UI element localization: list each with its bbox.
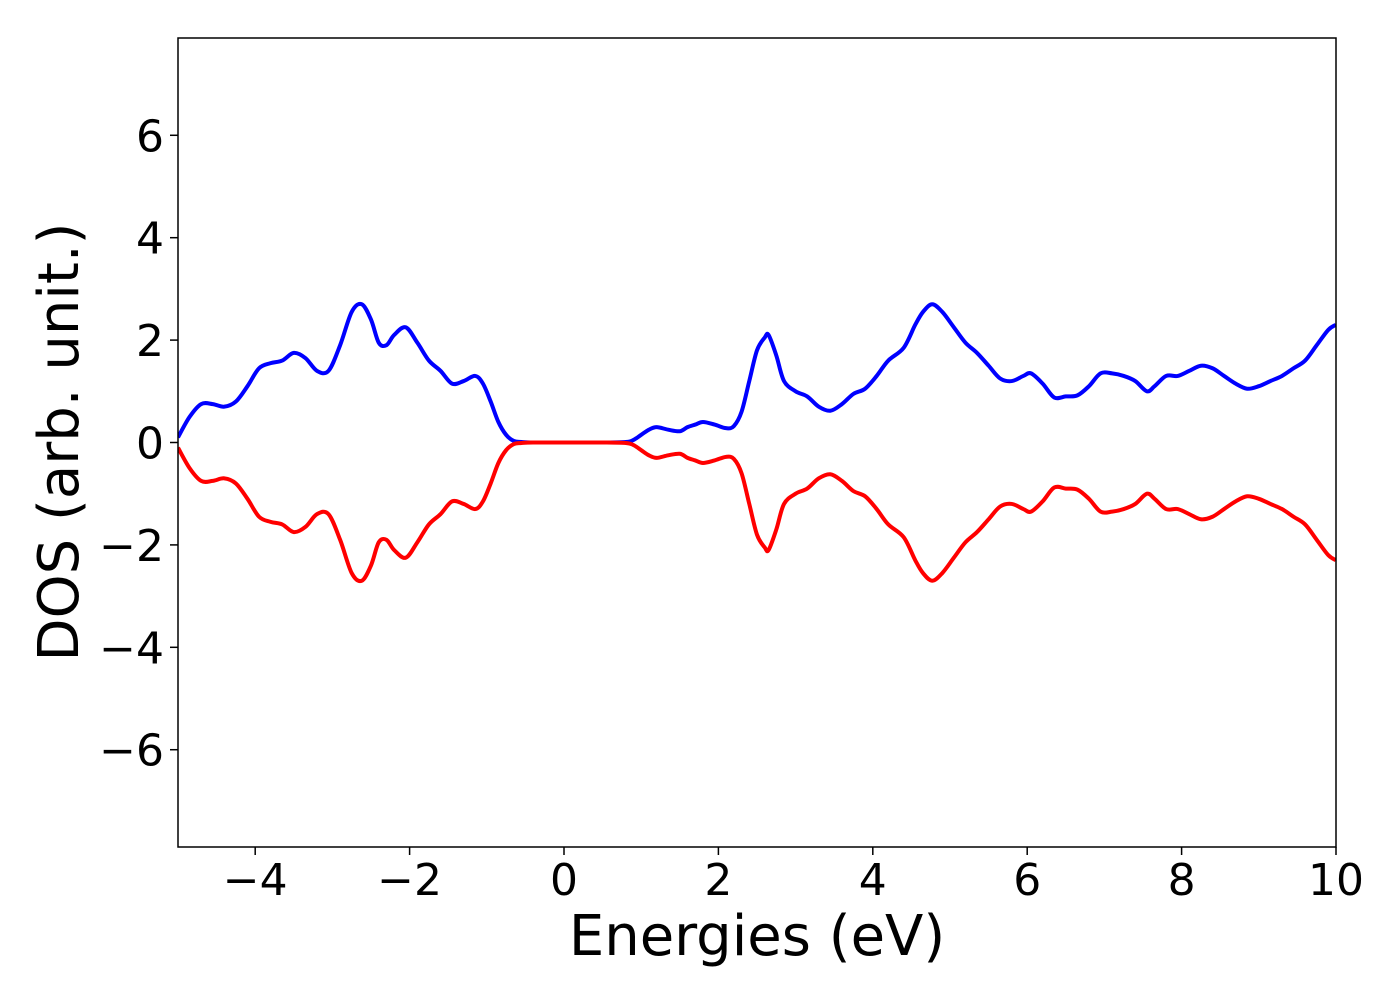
- x-tick-label: 6: [1013, 855, 1041, 906]
- x-axis-label: Energies (eV): [569, 904, 945, 969]
- y-axis-label: DOS (arb. unit.): [27, 222, 92, 661]
- y-tick-label: 2: [136, 316, 164, 367]
- x-tick-label: −4: [223, 855, 288, 906]
- y-tick-label: −6: [99, 726, 164, 777]
- x-tick-label: 8: [1168, 855, 1196, 906]
- y-tick-label: 0: [136, 419, 164, 470]
- series-layer: [178, 301, 1336, 584]
- y-tick-label: 4: [136, 214, 164, 265]
- x-axis-ticks: −4 −2 0 2 4 6 8 10: [223, 847, 1364, 906]
- x-tick-label: 0: [550, 855, 578, 906]
- y-tick-label: 6: [136, 111, 164, 162]
- y-tick-label: −4: [99, 623, 164, 674]
- y-axis-ticks: −6 −4 −2 0 2 4 6: [99, 111, 178, 777]
- spin-down-dos-line: [178, 440, 1336, 584]
- x-tick-label: 2: [704, 855, 732, 906]
- x-tick-label: 4: [859, 855, 887, 906]
- x-tick-label: 10: [1308, 855, 1364, 906]
- x-tick-label: −2: [377, 855, 442, 906]
- spin-up-dos-line: [178, 301, 1336, 445]
- y-tick-label: −2: [99, 521, 164, 572]
